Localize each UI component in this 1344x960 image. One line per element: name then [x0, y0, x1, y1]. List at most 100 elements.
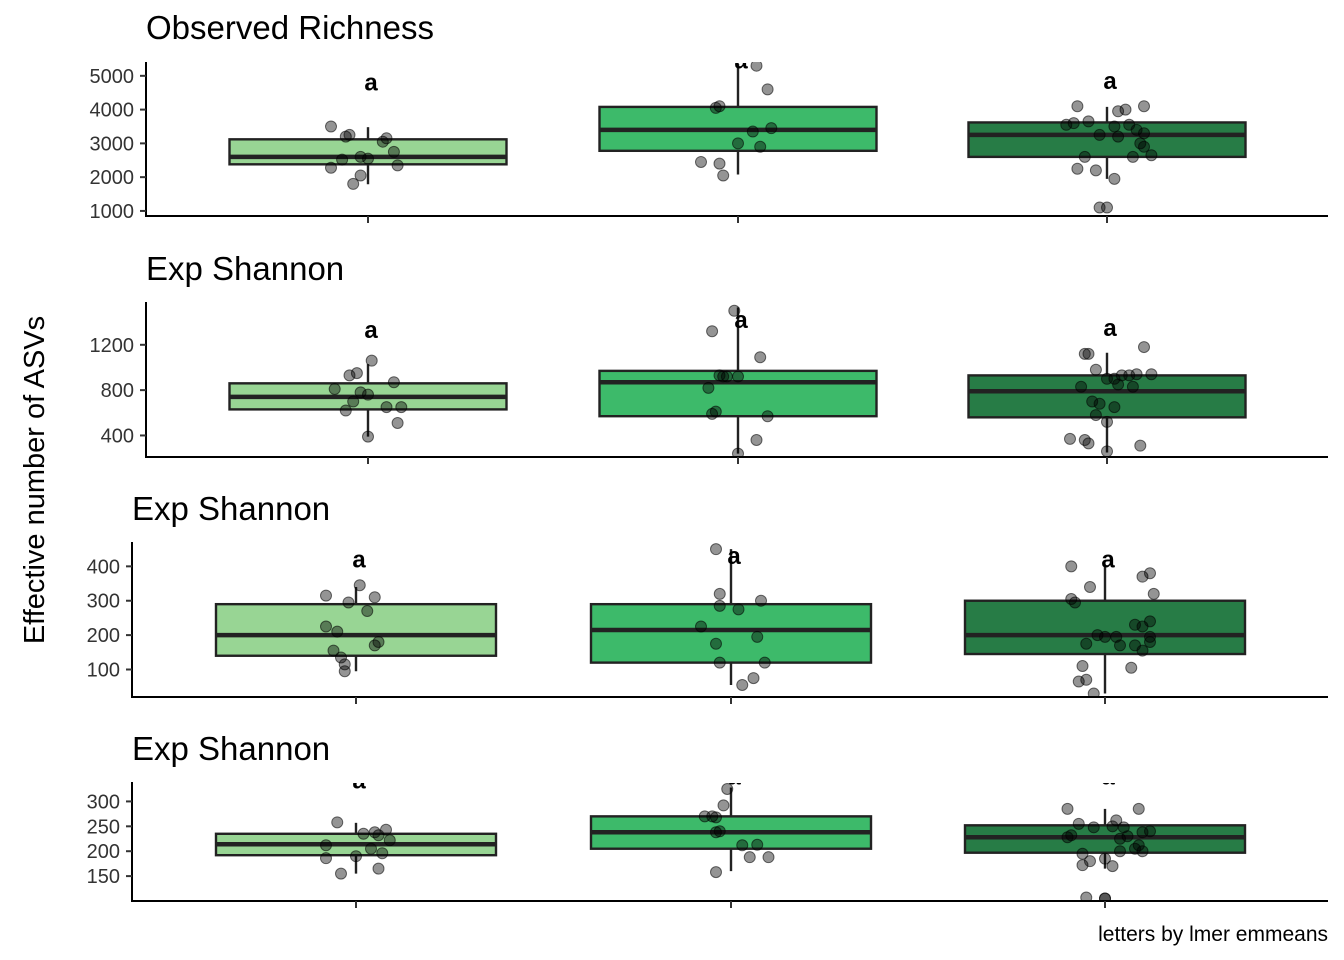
data-point [720, 370, 733, 383]
data-point [765, 122, 778, 135]
data-point [750, 434, 763, 446]
data-point [331, 625, 344, 638]
data-point [713, 656, 726, 669]
data-point [1099, 852, 1111, 865]
data-point [368, 591, 381, 604]
caption: letters by lmer emmeans [1098, 923, 1328, 946]
data-point [391, 159, 404, 172]
data-point [387, 145, 400, 158]
data-point [746, 125, 759, 138]
y-tick-label: 1200 [90, 335, 135, 357]
data-point [1075, 380, 1088, 393]
data-point [713, 599, 726, 612]
box-group-2 [589, 602, 873, 664]
data-point [327, 644, 340, 657]
data-point [1071, 162, 1084, 175]
sig-letter: a [352, 768, 366, 795]
data-point [1114, 845, 1126, 858]
data-point [338, 665, 351, 678]
data-point [365, 354, 378, 367]
data-point [1071, 100, 1084, 113]
sig-letter: a [364, 317, 378, 344]
panel-2: Exp Shannon a a a 400 800 1200 [90, 250, 1328, 464]
data-point [710, 637, 722, 650]
box-group-1 [214, 602, 498, 657]
data-point [1106, 820, 1119, 833]
data-point [1136, 570, 1149, 583]
data-point [354, 150, 367, 163]
y-tick-label: 5000 [90, 66, 135, 88]
y-tick-label: 400 [101, 425, 134, 447]
data-point [1084, 855, 1096, 868]
data-point [1087, 687, 1100, 696]
data-point [339, 404, 352, 417]
data-point [320, 852, 332, 865]
data-point [1086, 395, 1099, 408]
data-point [695, 155, 707, 168]
data-point [1076, 660, 1089, 673]
data-point [1080, 637, 1093, 650]
data-point [717, 169, 730, 182]
data-point [1144, 567, 1156, 580]
data-point [343, 128, 356, 141]
data-point [383, 834, 396, 847]
data-point [1089, 409, 1102, 422]
data-point [342, 596, 355, 609]
data-point [1121, 830, 1134, 843]
data-point [713, 825, 726, 838]
sig-letter: a [1103, 68, 1117, 95]
data-point [362, 388, 374, 401]
data-point [1134, 439, 1147, 452]
panel-title: Observed Richness [146, 9, 434, 46]
data-point [1138, 100, 1150, 113]
data-point [1129, 842, 1141, 855]
data-point [747, 672, 760, 685]
data-point [721, 782, 734, 795]
data-point [1144, 825, 1156, 838]
data-point [702, 381, 715, 394]
data-point [1078, 150, 1091, 163]
y-axis-label: Effective number of ASVs [19, 316, 51, 644]
y-tick-label: 300 [87, 791, 120, 813]
data-point [706, 407, 719, 420]
data-point [1123, 369, 1136, 382]
data-point [1080, 673, 1093, 686]
data-point [372, 829, 385, 842]
data-point [743, 851, 756, 864]
data-point [1145, 149, 1158, 162]
data-point [761, 83, 774, 96]
data-point [1136, 644, 1149, 657]
data-point [1136, 620, 1149, 633]
data-point [1129, 618, 1141, 631]
data-point [325, 161, 337, 174]
data-point [380, 132, 393, 145]
data-point [717, 799, 730, 812]
data-point [1060, 118, 1073, 131]
data-point [732, 370, 744, 383]
panel-marks [228, 304, 1247, 456]
data-point [1101, 201, 1113, 214]
data-point [758, 656, 771, 669]
data-point [350, 850, 362, 863]
data-point [1138, 127, 1150, 140]
data-point [1087, 821, 1100, 834]
data-point [1082, 115, 1095, 128]
data-point [713, 587, 726, 600]
data-point [1072, 675, 1085, 688]
data-point [335, 651, 347, 664]
y-tick-label: 1000 [90, 201, 135, 223]
data-point [1138, 341, 1150, 354]
data-point [365, 842, 377, 855]
data-point [695, 620, 707, 633]
data-point [751, 630, 764, 643]
data-point [336, 153, 349, 166]
data-point [1065, 560, 1078, 573]
data-point [713, 157, 726, 170]
y-tick-label: 300 [87, 591, 120, 613]
data-point [1082, 347, 1095, 360]
y-tick-label: 3000 [90, 133, 135, 155]
data-point [361, 605, 374, 618]
data-point [1110, 814, 1123, 827]
